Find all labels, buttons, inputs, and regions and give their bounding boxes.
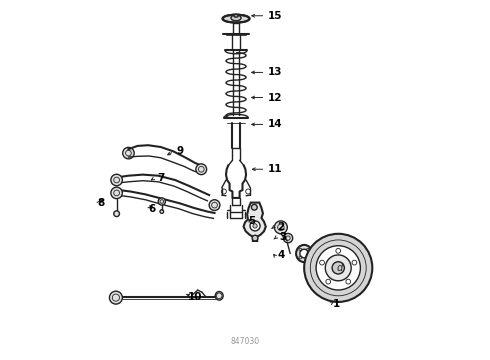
Text: 8: 8	[97, 198, 104, 208]
Circle shape	[114, 211, 120, 217]
Text: 14: 14	[269, 120, 283, 129]
Circle shape	[109, 291, 122, 304]
Text: d: d	[337, 263, 343, 273]
Circle shape	[346, 279, 351, 284]
Text: 6: 6	[148, 204, 155, 214]
Circle shape	[252, 235, 258, 241]
Polygon shape	[244, 203, 266, 241]
Ellipse shape	[215, 292, 223, 300]
Circle shape	[122, 147, 134, 159]
Text: 13: 13	[269, 67, 283, 77]
Ellipse shape	[222, 15, 249, 23]
Circle shape	[326, 279, 331, 284]
Text: 12: 12	[269, 93, 283, 103]
Text: 11: 11	[269, 164, 283, 174]
Circle shape	[253, 224, 257, 228]
Circle shape	[274, 221, 287, 234]
Text: 3: 3	[279, 232, 286, 242]
Circle shape	[111, 187, 122, 199]
Text: 7: 7	[157, 173, 165, 183]
Circle shape	[111, 174, 122, 186]
Circle shape	[250, 221, 260, 231]
Circle shape	[332, 262, 344, 274]
Text: 1: 1	[333, 299, 340, 309]
Circle shape	[209, 200, 220, 211]
Circle shape	[304, 234, 372, 302]
Circle shape	[336, 248, 341, 253]
Circle shape	[319, 260, 324, 265]
Text: 10: 10	[188, 292, 202, 302]
Ellipse shape	[234, 14, 238, 17]
Circle shape	[251, 204, 257, 210]
Text: 5: 5	[248, 216, 256, 226]
Circle shape	[300, 249, 309, 258]
Circle shape	[283, 233, 293, 243]
Text: 2: 2	[277, 222, 285, 231]
Text: 9: 9	[177, 146, 184, 156]
Ellipse shape	[231, 15, 241, 21]
Text: 847030: 847030	[230, 337, 260, 346]
Ellipse shape	[296, 245, 312, 262]
Text: 15: 15	[269, 11, 283, 21]
Circle shape	[316, 246, 360, 290]
Circle shape	[196, 164, 207, 175]
Circle shape	[325, 255, 351, 281]
Circle shape	[352, 260, 357, 265]
Text: 4: 4	[277, 250, 285, 260]
Circle shape	[158, 198, 166, 205]
